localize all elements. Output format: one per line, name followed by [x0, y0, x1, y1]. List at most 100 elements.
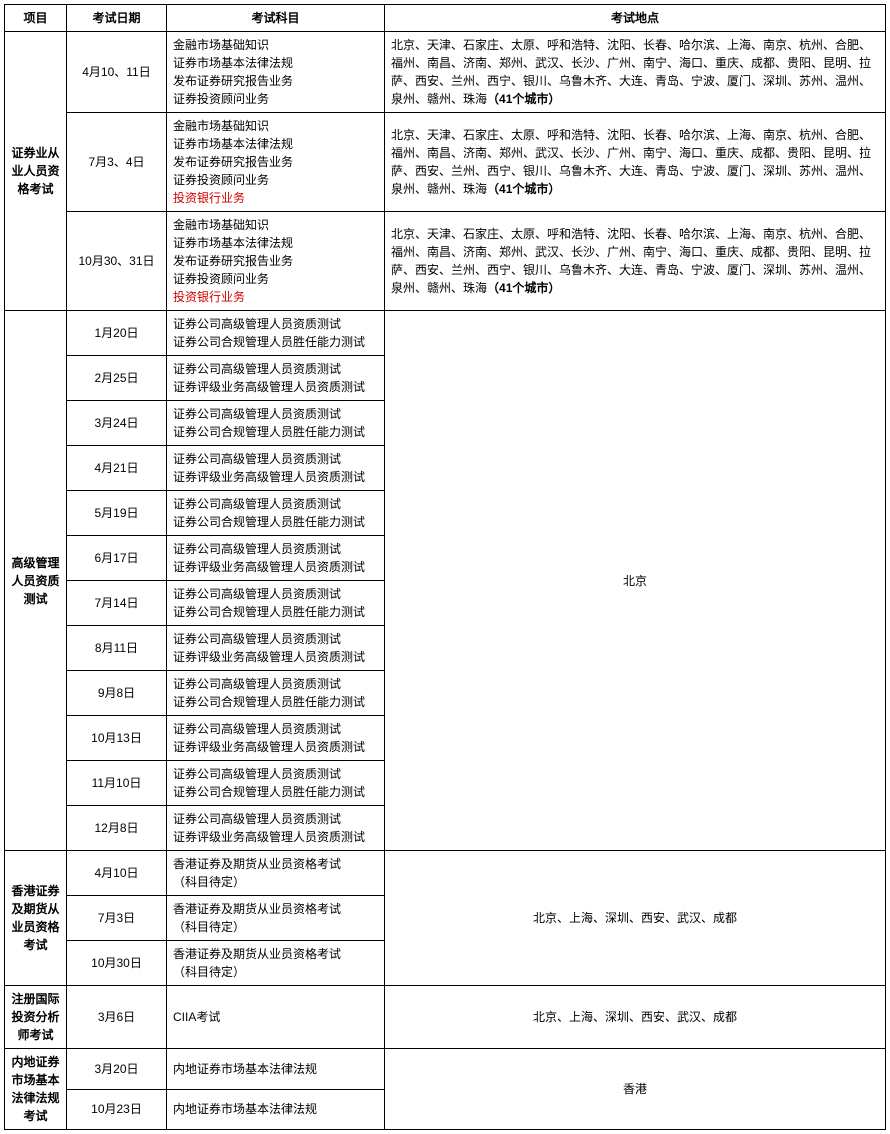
sec1-r2-loc: 北京、天津、石家庄、太原、呼和浩特、沈阳、长春、哈尔滨、上海、南京、杭州、合肥、… [385, 113, 886, 212]
sec2-r7-date: 8月11日 [67, 626, 167, 671]
sec2-r2-date: 3月24日 [67, 401, 167, 446]
sec1-row1: 证券业从业人员资格考试 4月10、11日 金融市场基础知识 证券市场基本法律法规… [5, 32, 886, 113]
subj-line: （科目待定） [173, 918, 378, 936]
sec4-subj: CIIA考试 [167, 986, 385, 1049]
sec4-name: 注册国际投资分析师考试 [5, 986, 67, 1049]
sec2-r11-date: 12月8日 [67, 806, 167, 851]
sec2-r9-date: 10月13日 [67, 716, 167, 761]
subj-line: 证券公司高级管理人员资质测试 [173, 315, 378, 333]
exam-schedule-table: 项目 考试日期 考试科目 考试地点 证券业从业人员资格考试 4月10、11日 金… [4, 4, 886, 1130]
sec2-r5-date: 6月17日 [67, 536, 167, 581]
loc-suffix: （41个城市） [487, 182, 560, 196]
sec3-r2-subj: 香港证券及期货从业员资格考试 （科目待定） [167, 941, 385, 986]
sec2-r10-subj: 证券公司高级管理人员资质测试 证券公司合规管理人员胜任能力测试 [167, 761, 385, 806]
subj-line: 证券公司合规管理人员胜任能力测试 [173, 333, 378, 351]
sec5-loc: 香港 [385, 1049, 886, 1130]
sec2-r1-date: 2月25日 [67, 356, 167, 401]
subj-line: 香港证券及期货从业员资格考试 [173, 855, 378, 873]
subj-line: 证券公司高级管理人员资质测试 [173, 810, 378, 828]
sec2-r2-subj: 证券公司高级管理人员资质测试 证券公司合规管理人员胜任能力测试 [167, 401, 385, 446]
subj-line-red: 投资银行业务 [173, 288, 378, 306]
subj-line: 证券公司合规管理人员胜任能力测试 [173, 603, 378, 621]
sec3-row0: 香港证券及期货从业员资格考试 4月10日 香港证券及期货从业员资格考试 （科目待… [5, 851, 886, 896]
sec1-r2-date: 7月3、4日 [67, 113, 167, 212]
sec5-row0: 内地证券市场基本法律法规考试 3月20日 内地证券市场基本法律法规 香港 [5, 1049, 886, 1090]
subj-line: 证券评级业务高级管理人员资质测试 [173, 378, 378, 396]
sec5-r1-subj: 内地证券市场基本法律法规 [167, 1089, 385, 1130]
sec5-name: 内地证券市场基本法律法规考试 [5, 1049, 67, 1130]
subj-line: 金融市场基础知识 [173, 117, 378, 135]
subj-line: 证券公司高级管理人员资质测试 [173, 495, 378, 513]
sec2-r0-subj: 证券公司高级管理人员资质测试 证券公司合规管理人员胜任能力测试 [167, 311, 385, 356]
sec4-row: 注册国际投资分析师考试 3月6日 CIIA考试 北京、上海、深圳、西安、武汉、成… [5, 986, 886, 1049]
subj-line: 证券评级业务高级管理人员资质测试 [173, 648, 378, 666]
subj-line: 证券市场基本法律法规 [173, 234, 378, 252]
sec2-r3-subj: 证券公司高级管理人员资质测试 证券评级业务高级管理人员资质测试 [167, 446, 385, 491]
loc-cities: 北京、天津、石家庄、太原、呼和浩特、沈阳、长春、哈尔滨、上海、南京、杭州、合肥、… [391, 227, 871, 295]
sec1-r3-loc: 北京、天津、石家庄、太原、呼和浩特、沈阳、长春、哈尔滨、上海、南京、杭州、合肥、… [385, 212, 886, 311]
subj-line: 香港证券及期货从业员资格考试 [173, 945, 378, 963]
subj-line: 发布证券研究报告业务 [173, 72, 378, 90]
subj-line: 证券公司合规管理人员胜任能力测试 [173, 513, 378, 531]
th-project: 项目 [5, 5, 67, 32]
sec2-row0: 高级管理人员资质测试 1月20日 证券公司高级管理人员资质测试 证券公司合规管理… [5, 311, 886, 356]
subj-line: 证券公司高级管理人员资质测试 [173, 450, 378, 468]
sec2-r4-date: 5月19日 [67, 491, 167, 536]
subj-line: 证券公司高级管理人员资质测试 [173, 405, 378, 423]
subj-line: 证券公司高级管理人员资质测试 [173, 630, 378, 648]
sec4-loc: 北京、上海、深圳、西安、武汉、成都 [385, 986, 886, 1049]
subj-line: 证券评级业务高级管理人员资质测试 [173, 738, 378, 756]
sec3-r1-date: 7月3日 [67, 896, 167, 941]
loc-suffix: （41个城市） [487, 92, 560, 106]
subj-line: 证券公司高级管理人员资质测试 [173, 765, 378, 783]
subj-line: 金融市场基础知识 [173, 36, 378, 54]
subj-line: 证券公司合规管理人员胜任能力测试 [173, 423, 378, 441]
sec2-r11-subj: 证券公司高级管理人员资质测试 证券评级业务高级管理人员资质测试 [167, 806, 385, 851]
th-location: 考试地点 [385, 5, 886, 32]
subj-line: 证券评级业务高级管理人员资质测试 [173, 468, 378, 486]
sec2-r9-subj: 证券公司高级管理人员资质测试 证券评级业务高级管理人员资质测试 [167, 716, 385, 761]
sec1-name: 证券业从业人员资格考试 [5, 32, 67, 311]
th-subject: 考试科目 [167, 5, 385, 32]
sec2-r8-date: 9月8日 [67, 671, 167, 716]
subj-line: 证券公司高级管理人员资质测试 [173, 540, 378, 558]
subj-line: （科目待定） [173, 873, 378, 891]
sec3-r0-date: 4月10日 [67, 851, 167, 896]
subj-line: 证券公司高级管理人员资质测试 [173, 360, 378, 378]
sec1-row3: 10月30、31日 金融市场基础知识 证券市场基本法律法规 发布证券研究报告业务… [5, 212, 886, 311]
sec1-r1-date: 4月10、11日 [67, 32, 167, 113]
subj-line-red: 投资银行业务 [173, 189, 378, 207]
sec2-r10-date: 11月10日 [67, 761, 167, 806]
subj-line: 证券公司高级管理人员资质测试 [173, 585, 378, 603]
sec2-r0-date: 1月20日 [67, 311, 167, 356]
sec2-r3-date: 4月21日 [67, 446, 167, 491]
subj-line: 证券市场基本法律法规 [173, 135, 378, 153]
sec5-r1-date: 10月23日 [67, 1089, 167, 1130]
sec1-r3-date: 10月30、31日 [67, 212, 167, 311]
header-row: 项目 考试日期 考试科目 考试地点 [5, 5, 886, 32]
subj-line: 香港证券及期货从业员资格考试 [173, 900, 378, 918]
sec2-r7-subj: 证券公司高级管理人员资质测试 证券评级业务高级管理人员资质测试 [167, 626, 385, 671]
sec2-r6-subj: 证券公司高级管理人员资质测试 证券公司合规管理人员胜任能力测试 [167, 581, 385, 626]
sec2-name: 高级管理人员资质测试 [5, 311, 67, 851]
subj-line: 证券公司高级管理人员资质测试 [173, 675, 378, 693]
subj-line: 证券评级业务高级管理人员资质测试 [173, 558, 378, 576]
sec3-r2-date: 10月30日 [67, 941, 167, 986]
subj-line: 发布证券研究报告业务 [173, 153, 378, 171]
sec1-row2: 7月3、4日 金融市场基础知识 证券市场基本法律法规 发布证券研究报告业务 证券… [5, 113, 886, 212]
sec2-r6-date: 7月14日 [67, 581, 167, 626]
sec1-r2-subj: 金融市场基础知识 证券市场基本法律法规 发布证券研究报告业务 证券投资顾问业务 … [167, 113, 385, 212]
sec1-r1-loc: 北京、天津、石家庄、太原、呼和浩特、沈阳、长春、哈尔滨、上海、南京、杭州、合肥、… [385, 32, 886, 113]
sec4-date: 3月6日 [67, 986, 167, 1049]
sec3-r1-subj: 香港证券及期货从业员资格考试 （科目待定） [167, 896, 385, 941]
sec2-loc: 北京 [385, 311, 886, 851]
sec1-r3-subj: 金融市场基础知识 证券市场基本法律法规 发布证券研究报告业务 证券投资顾问业务 … [167, 212, 385, 311]
subj-line: 发布证券研究报告业务 [173, 252, 378, 270]
subj-line: 证券公司合规管理人员胜任能力测试 [173, 783, 378, 801]
sec2-r1-subj: 证券公司高级管理人员资质测试 证券评级业务高级管理人员资质测试 [167, 356, 385, 401]
loc-suffix: （41个城市） [487, 281, 560, 295]
subj-line: 证券评级业务高级管理人员资质测试 [173, 828, 378, 846]
loc-cities: 北京、天津、石家庄、太原、呼和浩特、沈阳、长春、哈尔滨、上海、南京、杭州、合肥、… [391, 38, 871, 106]
sec3-loc: 北京、上海、深圳、西安、武汉、成都 [385, 851, 886, 986]
sec3-name: 香港证券及期货从业员资格考试 [5, 851, 67, 986]
